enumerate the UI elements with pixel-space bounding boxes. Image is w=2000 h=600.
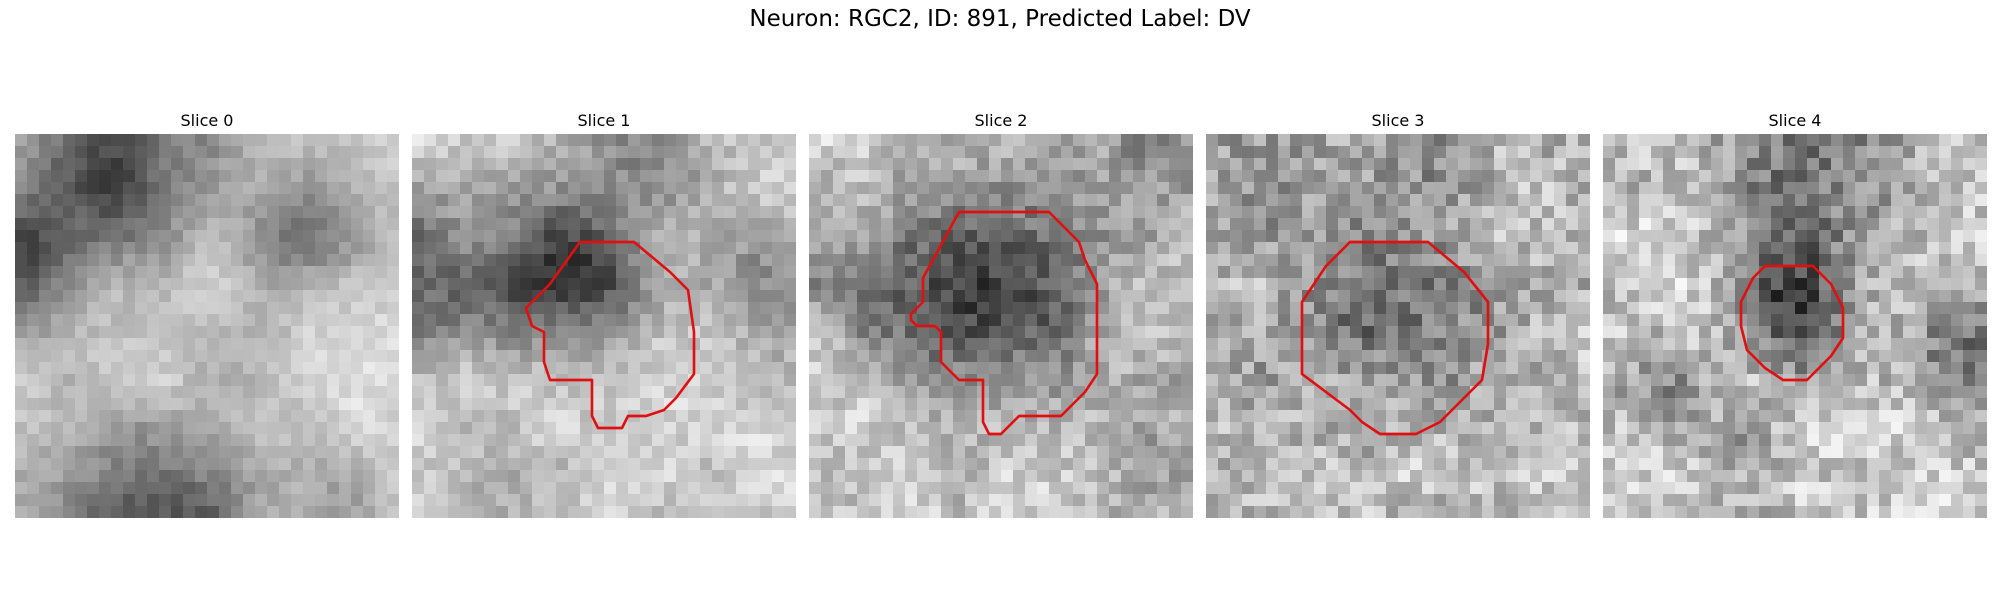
slice-image-3 (1206, 134, 1590, 518)
pixel-grid (15, 134, 399, 518)
slice-panel-1: Slice 1 (412, 108, 796, 518)
slice-image-0 (15, 134, 399, 518)
slice-title-3: Slice 3 (1371, 111, 1425, 130)
slice-title-0: Slice 0 (180, 111, 234, 130)
segmentation-outline (1739, 264, 1845, 382)
pixel-grid (412, 134, 796, 518)
pixel-grid (809, 134, 1193, 518)
slice-panel-2: Slice 2 (809, 108, 1193, 518)
segmentation-outline (524, 240, 696, 430)
segmentation-outline (1300, 240, 1490, 436)
pixel-grid (1206, 134, 1590, 518)
slice-title-1: Slice 1 (577, 111, 631, 130)
slice-panel-4: Slice 4 (1603, 108, 1987, 518)
slice-title-2: Slice 2 (974, 111, 1028, 130)
slice-panel-0: Slice 0 (15, 108, 399, 518)
slice-image-4 (1603, 134, 1987, 518)
segmentation-outline (909, 210, 1099, 436)
pixel-grid (1603, 134, 1987, 518)
figure-title: Neuron: RGC2, ID: 891, Predicted Label: … (749, 6, 1251, 32)
slice-title-4: Slice 4 (1768, 111, 1822, 130)
slice-panel-3: Slice 3 (1206, 108, 1590, 518)
slice-image-1 (412, 134, 796, 518)
slice-image-2 (809, 134, 1193, 518)
